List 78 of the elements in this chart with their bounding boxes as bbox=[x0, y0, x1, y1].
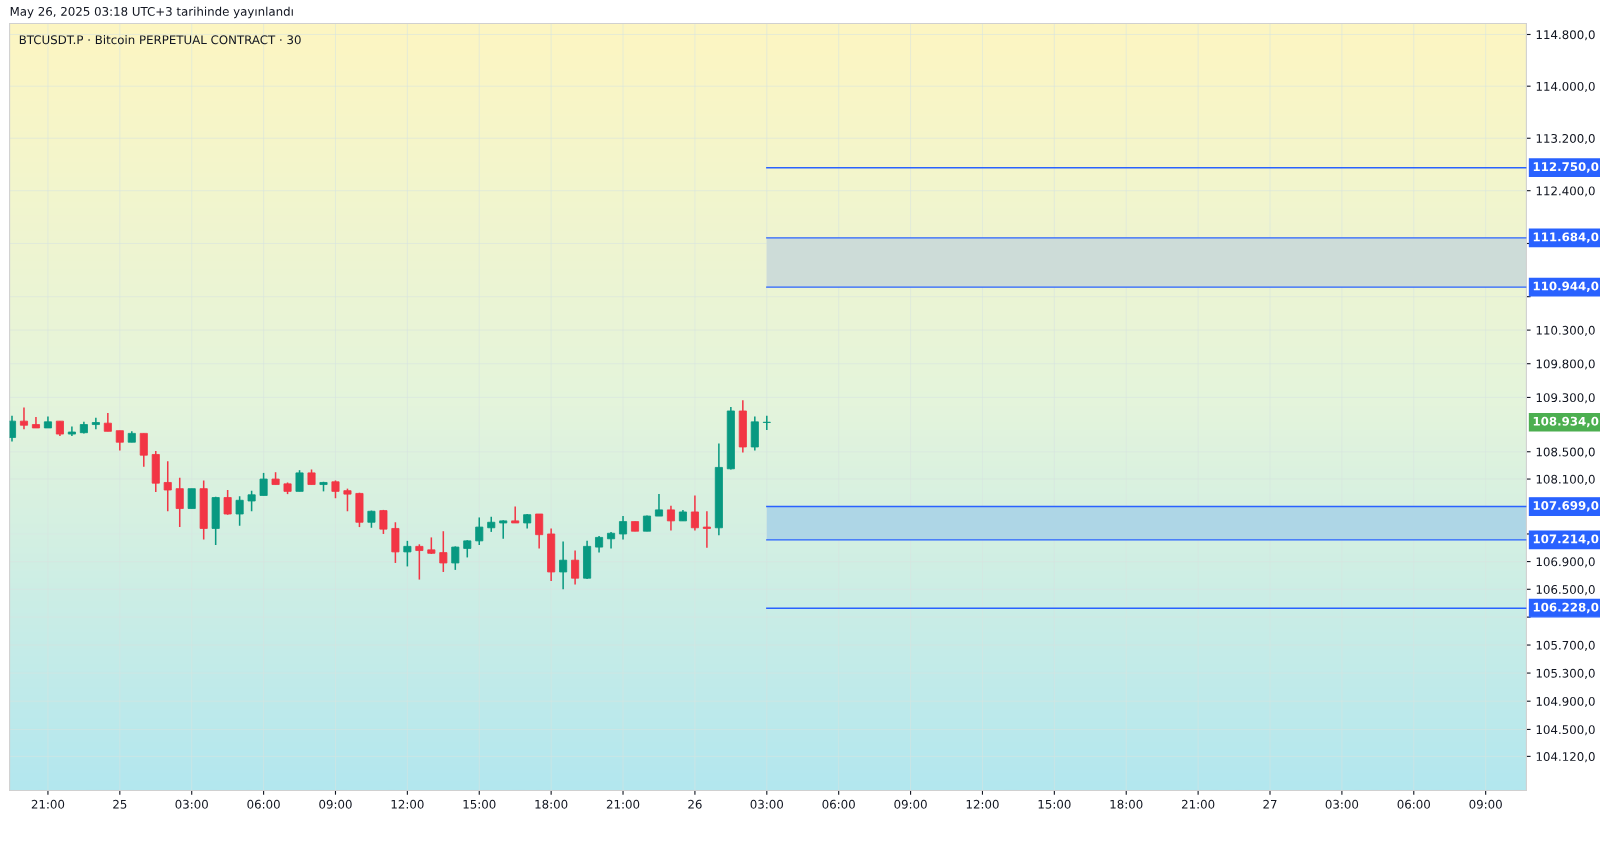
x-tick-label: 12:00 bbox=[966, 799, 999, 809]
ref-line-label: 106.228,0 bbox=[1533, 602, 1599, 614]
candlestick bbox=[511, 505, 520, 524]
y-tick-label: 104.500,0 bbox=[1536, 725, 1595, 736]
candlestick bbox=[115, 429, 124, 452]
y-tick-label: 105.300,0 bbox=[1536, 668, 1595, 679]
y-tick-label: 114.800,0 bbox=[1536, 30, 1595, 41]
x-tick-label: 06:00 bbox=[1397, 799, 1431, 809]
ref-line-label: 107.214,0 bbox=[1533, 534, 1599, 545]
y-tick-label: 113.200,0 bbox=[1536, 133, 1595, 145]
ref-line-label: 107.699,0 bbox=[1533, 501, 1599, 512]
candlestick bbox=[343, 487, 352, 513]
candlestick bbox=[403, 540, 412, 568]
y-tick-label: 108.100,0 bbox=[1536, 474, 1595, 485]
x-tick-label: 15:00 bbox=[463, 799, 496, 809]
candlestick bbox=[499, 519, 508, 540]
x-tick-label: 27 bbox=[1263, 799, 1277, 809]
candlestick bbox=[9, 414, 17, 443]
chart-subtitle: May 26, 2025 03:18 UTC+3 tarihinde yayınlandı bbox=[10, 6, 293, 19]
candlestick bbox=[103, 412, 112, 433]
x-tick-label: 03:00 bbox=[1325, 799, 1359, 809]
y-tick-label: 105.700,0 bbox=[1536, 640, 1595, 651]
candlestick bbox=[163, 460, 172, 513]
candlestick bbox=[559, 540, 568, 591]
y-tick-label: 108.500,0 bbox=[1536, 447, 1595, 458]
ref-line-label: 110.944,0 bbox=[1533, 281, 1599, 293]
candlestick bbox=[139, 432, 148, 468]
x-tick-label: 25 bbox=[113, 799, 127, 809]
candlestick bbox=[619, 515, 628, 541]
candlestick bbox=[535, 513, 544, 550]
y-tick-label: 106.900,0 bbox=[1536, 557, 1595, 568]
candlestick bbox=[295, 469, 304, 493]
candlestick bbox=[451, 545, 460, 571]
y-tick-label: 109.300,0 bbox=[1536, 393, 1595, 404]
candlestick bbox=[702, 510, 711, 549]
text: BTCUSDT.P · Bitcoin PERPETUAL CONTRACT · 30 bbox=[19, 35, 301, 45]
candlestick bbox=[654, 493, 663, 517]
ref-line-label: 112.750,0 bbox=[1533, 162, 1599, 173]
ref-line-label: 111.684,0 bbox=[1533, 232, 1599, 243]
y-tick-label: 112.400,0 bbox=[1536, 186, 1595, 197]
x-tick-label: 26 bbox=[688, 799, 702, 809]
candlestick bbox=[223, 489, 232, 516]
x-tick-label: 21:00 bbox=[31, 799, 65, 809]
candlestick bbox=[391, 521, 400, 564]
y-tick-label: 109.800,0 bbox=[1536, 359, 1595, 370]
candlestick bbox=[690, 494, 699, 532]
text: 108.934,0 bbox=[1533, 416, 1599, 428]
x-tick-label: 21:00 bbox=[1181, 799, 1215, 809]
y-tick-label: 114.000,0 bbox=[1536, 81, 1595, 93]
y-tick-label: 110.300,0 bbox=[1536, 325, 1595, 336]
x-tick-label: 03:00 bbox=[750, 799, 784, 809]
candlestick bbox=[666, 505, 675, 532]
x-tick-label: 09:00 bbox=[319, 799, 352, 809]
candlestick bbox=[475, 516, 484, 546]
x-tick-label: 18:00 bbox=[535, 799, 568, 809]
y-tick-label: 106.500,0 bbox=[1536, 585, 1595, 596]
candlestick bbox=[175, 476, 184, 528]
candlestick bbox=[415, 543, 424, 581]
y-tick-label: 104.900,0 bbox=[1536, 696, 1595, 708]
x-tick-label: 18:00 bbox=[1110, 799, 1143, 809]
x-tick-label: 03:00 bbox=[175, 799, 208, 809]
candlestick bbox=[762, 414, 771, 431]
y-tick-label: 104.120,0 bbox=[1536, 752, 1595, 763]
candlestick bbox=[235, 495, 244, 527]
candlestick bbox=[247, 489, 256, 513]
x-tick-label: 12:00 bbox=[391, 799, 424, 809]
candlestick bbox=[259, 472, 268, 497]
candlestick bbox=[439, 530, 448, 573]
x-tick-label: 21:00 bbox=[606, 799, 640, 809]
x-tick-label: 09:00 bbox=[894, 799, 927, 809]
candlestick bbox=[379, 509, 388, 535]
x-tick-label: 15:00 bbox=[1038, 799, 1071, 809]
candlestick bbox=[571, 549, 580, 586]
x-tick-label: 09:00 bbox=[1469, 799, 1502, 809]
candlestick bbox=[187, 487, 196, 510]
x-tick-label: 06:00 bbox=[822, 799, 855, 809]
candlestick bbox=[19, 406, 28, 431]
x-tick-label: 06:00 bbox=[247, 799, 280, 809]
